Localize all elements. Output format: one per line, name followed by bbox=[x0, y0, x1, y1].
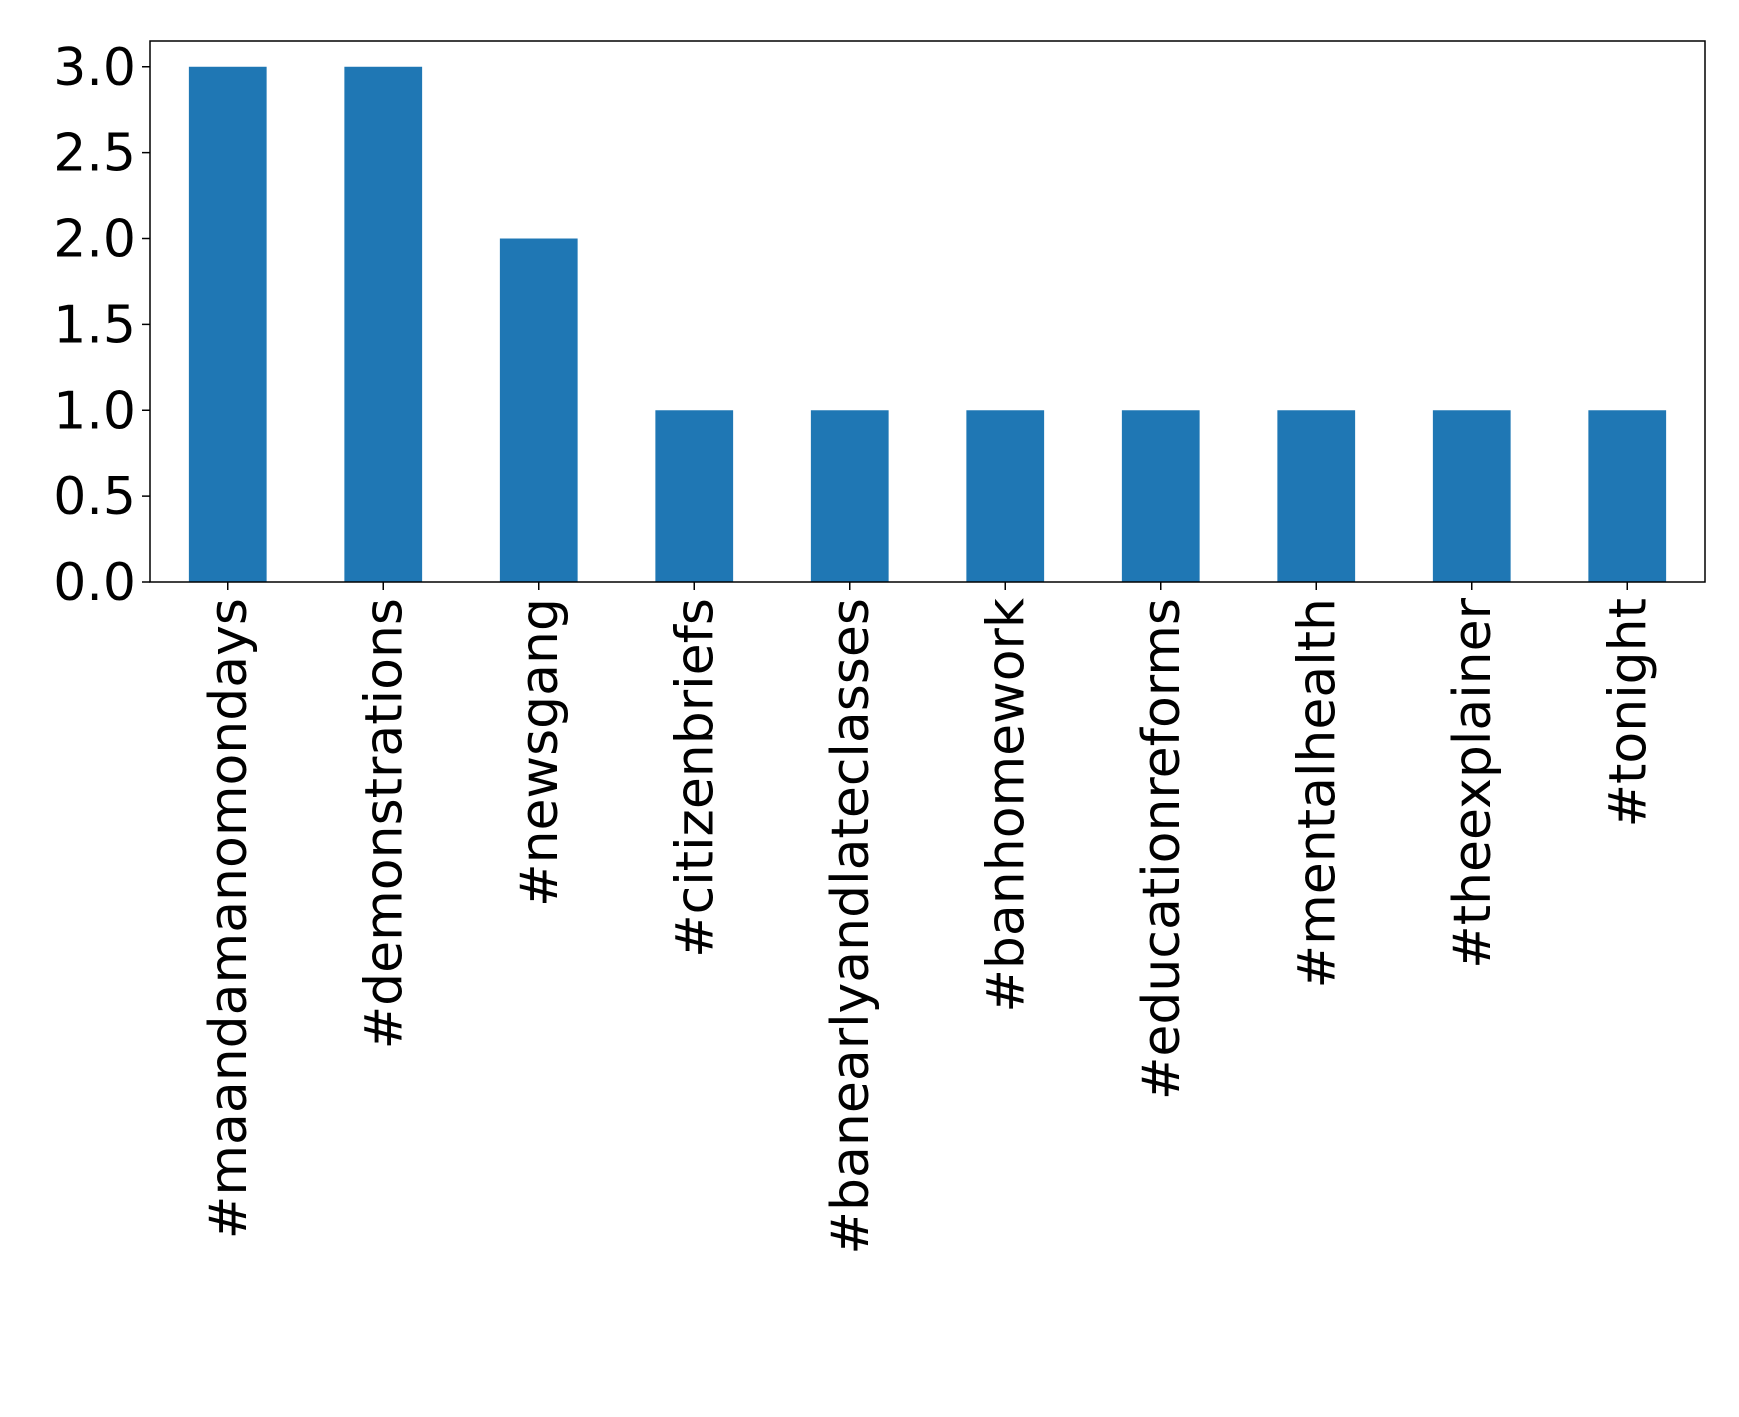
x-tick-label: #banearlyandlateclasses bbox=[821, 598, 881, 1255]
y-tick-label: 1.0 bbox=[53, 381, 136, 441]
bar-banhomework bbox=[966, 410, 1045, 582]
bar-theexplainer bbox=[1432, 410, 1511, 582]
x-tick-label: #mentalhealth bbox=[1287, 598, 1347, 988]
bar-tonight bbox=[1588, 410, 1667, 582]
x-tick-label: #newsgang bbox=[510, 598, 570, 907]
y-tick-label: 3.0 bbox=[53, 38, 136, 98]
y-tick-label: 0.0 bbox=[53, 553, 136, 613]
bar-citizenbriefs bbox=[655, 410, 734, 582]
bars-group bbox=[188, 66, 1667, 582]
plot-frame bbox=[149, 40, 1706, 583]
x-tick-label: #banhomework bbox=[976, 598, 1036, 1013]
x-tick-label: #educationreforms bbox=[1132, 598, 1192, 1100]
bar-maandamanomondays bbox=[188, 66, 267, 582]
x-tick-label: #citizenbriefs bbox=[665, 598, 725, 958]
y-tick-label: 0.5 bbox=[53, 467, 136, 527]
y-axis: 0.0 0.5 1.0 1.5 2.0 2.5 3.0 bbox=[53, 38, 150, 613]
bar-mentalhealth bbox=[1277, 410, 1356, 582]
bar-demonstrations bbox=[344, 66, 423, 582]
x-tick-label: #theexplainer bbox=[1443, 597, 1503, 968]
y-tick-label: 2.5 bbox=[53, 124, 136, 184]
x-axis: #maandamanomondays #demonstrations #newsga… bbox=[199, 582, 1658, 1255]
y-tick-label: 2.0 bbox=[53, 210, 136, 270]
y-tick-label: 1.5 bbox=[53, 295, 136, 355]
x-tick-label: #demonstrations bbox=[354, 598, 414, 1049]
bar-banearlyandlateclasses bbox=[810, 410, 889, 582]
x-tick-label: #tonight bbox=[1598, 598, 1658, 828]
bar-educationreforms bbox=[1121, 410, 1200, 582]
x-tick-label: #maandamanomondays bbox=[199, 598, 259, 1239]
bar-newsgang bbox=[499, 238, 578, 582]
